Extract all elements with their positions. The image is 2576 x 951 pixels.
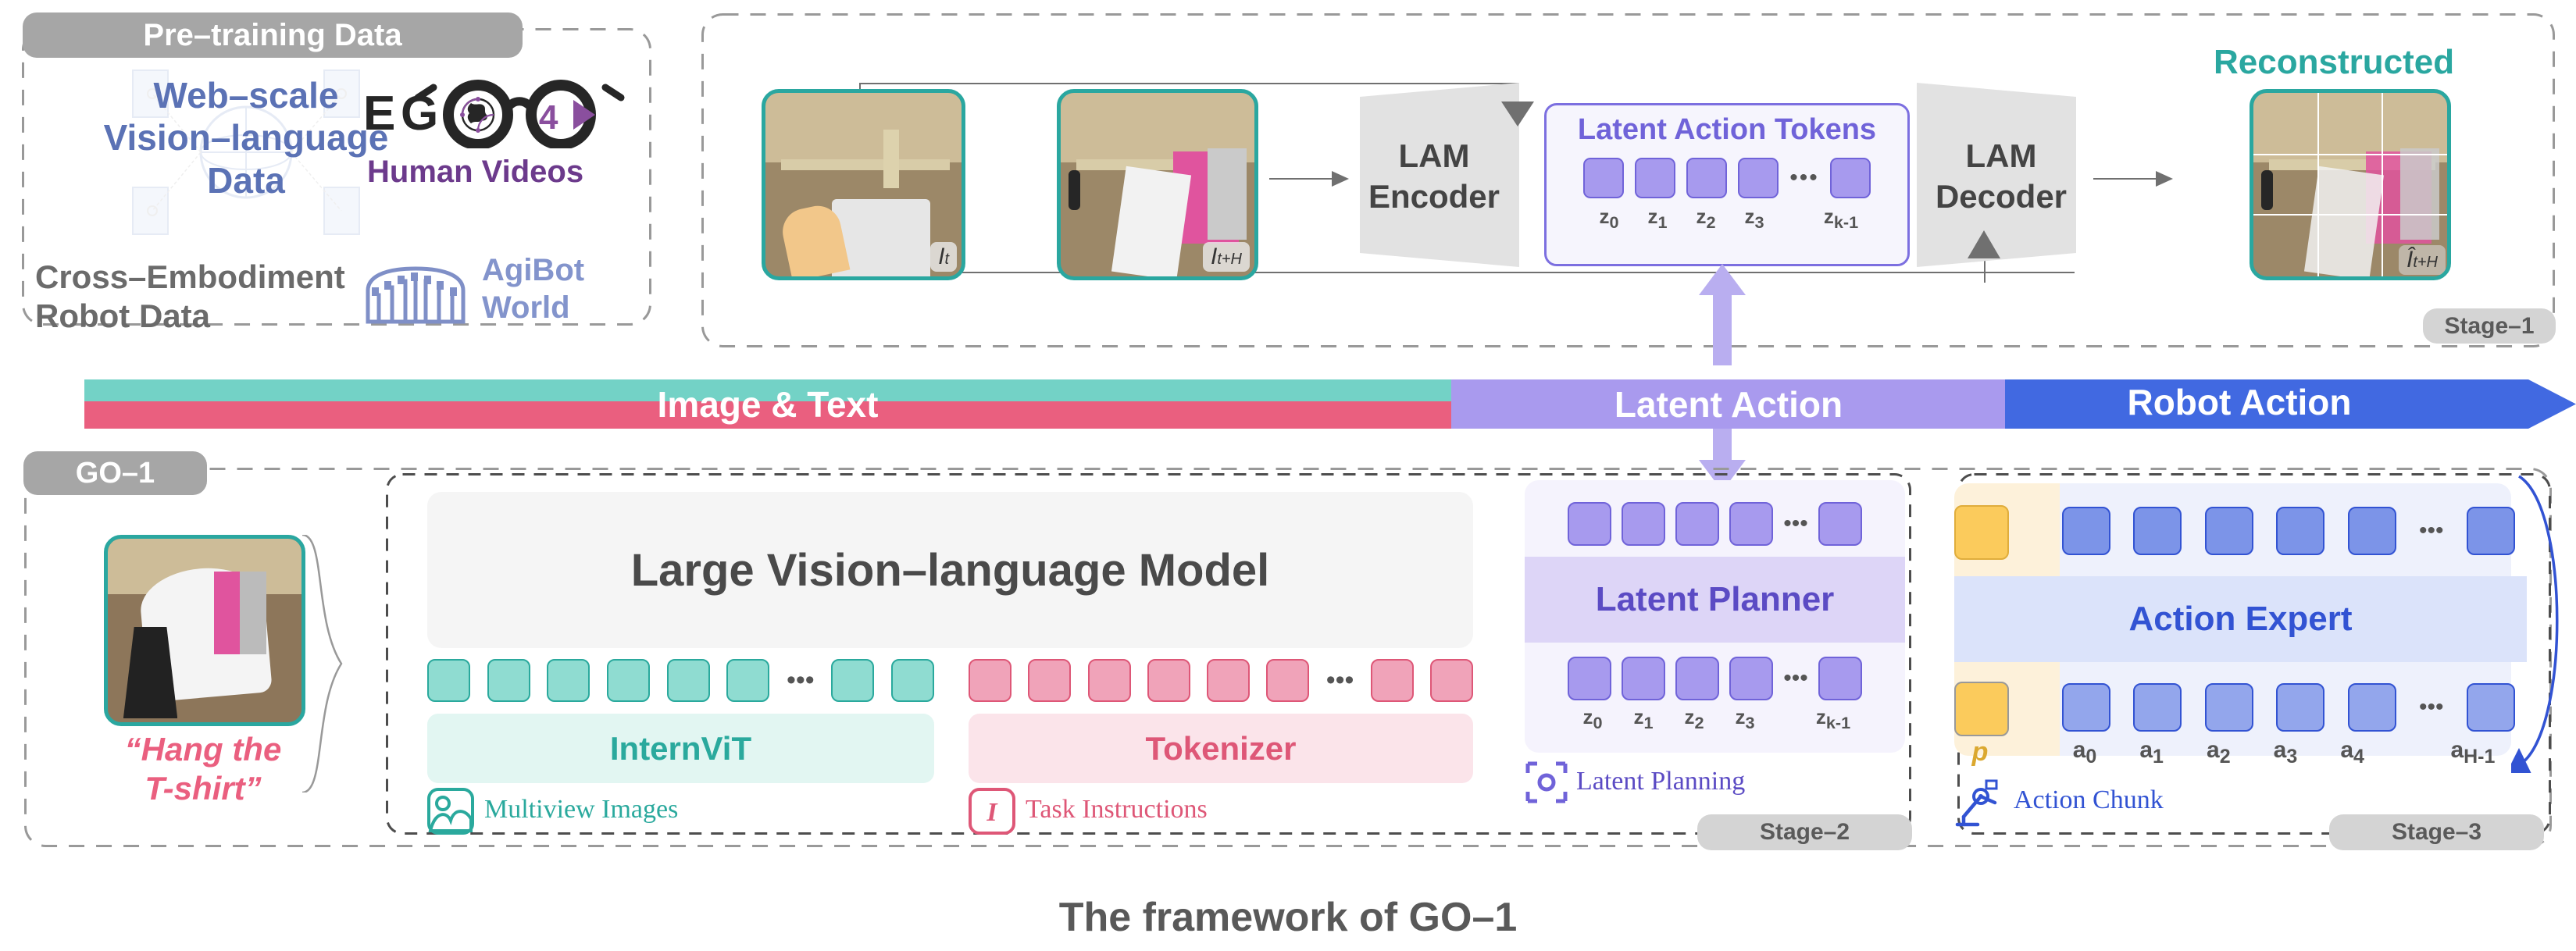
svg-text:E: E [363, 87, 395, 141]
svg-text:Decoder: Decoder [1936, 178, 2067, 215]
svg-text:Robot Action: Robot Action [2127, 382, 2351, 422]
svg-text:4: 4 [539, 98, 558, 137]
svg-text:LAM: LAM [1966, 137, 2037, 174]
svg-text:LAM: LAM [1399, 137, 1470, 174]
svg-text:Encoder: Encoder [1368, 178, 1500, 215]
svg-text:I: I [986, 798, 998, 827]
